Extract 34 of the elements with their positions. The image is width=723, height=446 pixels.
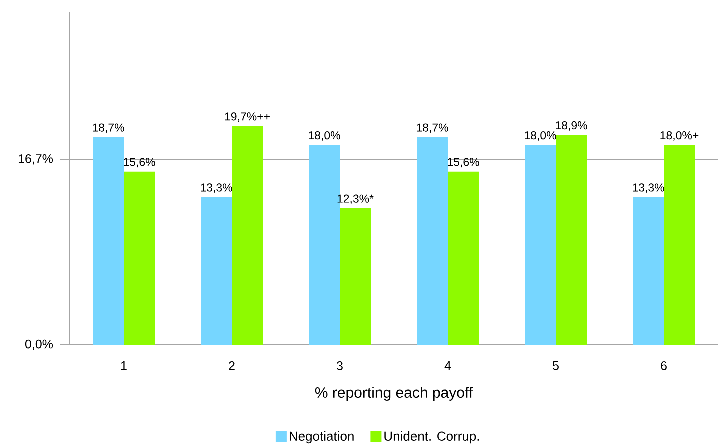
x-tick-label: 2 — [229, 362, 235, 370]
bar — [124, 172, 155, 345]
x-tick-label: 3 — [336, 362, 343, 370]
data-label: 18,0% — [309, 132, 340, 141]
legend-label: Unident. Corrup. — [384, 431, 480, 444]
bar — [417, 137, 448, 345]
data-label: 18,0%+ — [660, 132, 699, 141]
data-label: 19,7%++ — [225, 112, 270, 122]
bar — [525, 145, 556, 345]
data-label: 18,7% — [93, 124, 124, 134]
data-label: 15,6% — [124, 158, 156, 168]
x-tick-label: 4 — [444, 362, 452, 370]
data-label: 13,3% — [201, 184, 232, 194]
bar — [633, 197, 664, 345]
bar — [201, 197, 232, 345]
y-tick-label: 16,7% — [18, 154, 54, 165]
data-label: 18,0% — [525, 132, 556, 141]
data-label: 12,3%* — [338, 194, 374, 204]
x-tick-label: 1 — [121, 362, 127, 370]
bar — [340, 208, 372, 345]
x-tick-label: 6 — [661, 362, 667, 370]
y-tick-label: 0,0% — [25, 340, 54, 350]
data-label: 18,9% — [556, 122, 588, 132]
x-tick-label: 5 — [553, 362, 559, 370]
bar — [448, 172, 480, 345]
bar — [93, 137, 124, 345]
x-axis-title: % reporting each payoff — [315, 387, 474, 401]
data-label: 13,3% — [633, 184, 664, 194]
data-label: 15,6% — [448, 158, 480, 168]
legend-label: Negotiation — [290, 431, 354, 444]
bar — [232, 126, 263, 345]
bar — [556, 135, 588, 345]
bar — [664, 145, 696, 345]
data-label: 18,7% — [417, 124, 448, 134]
